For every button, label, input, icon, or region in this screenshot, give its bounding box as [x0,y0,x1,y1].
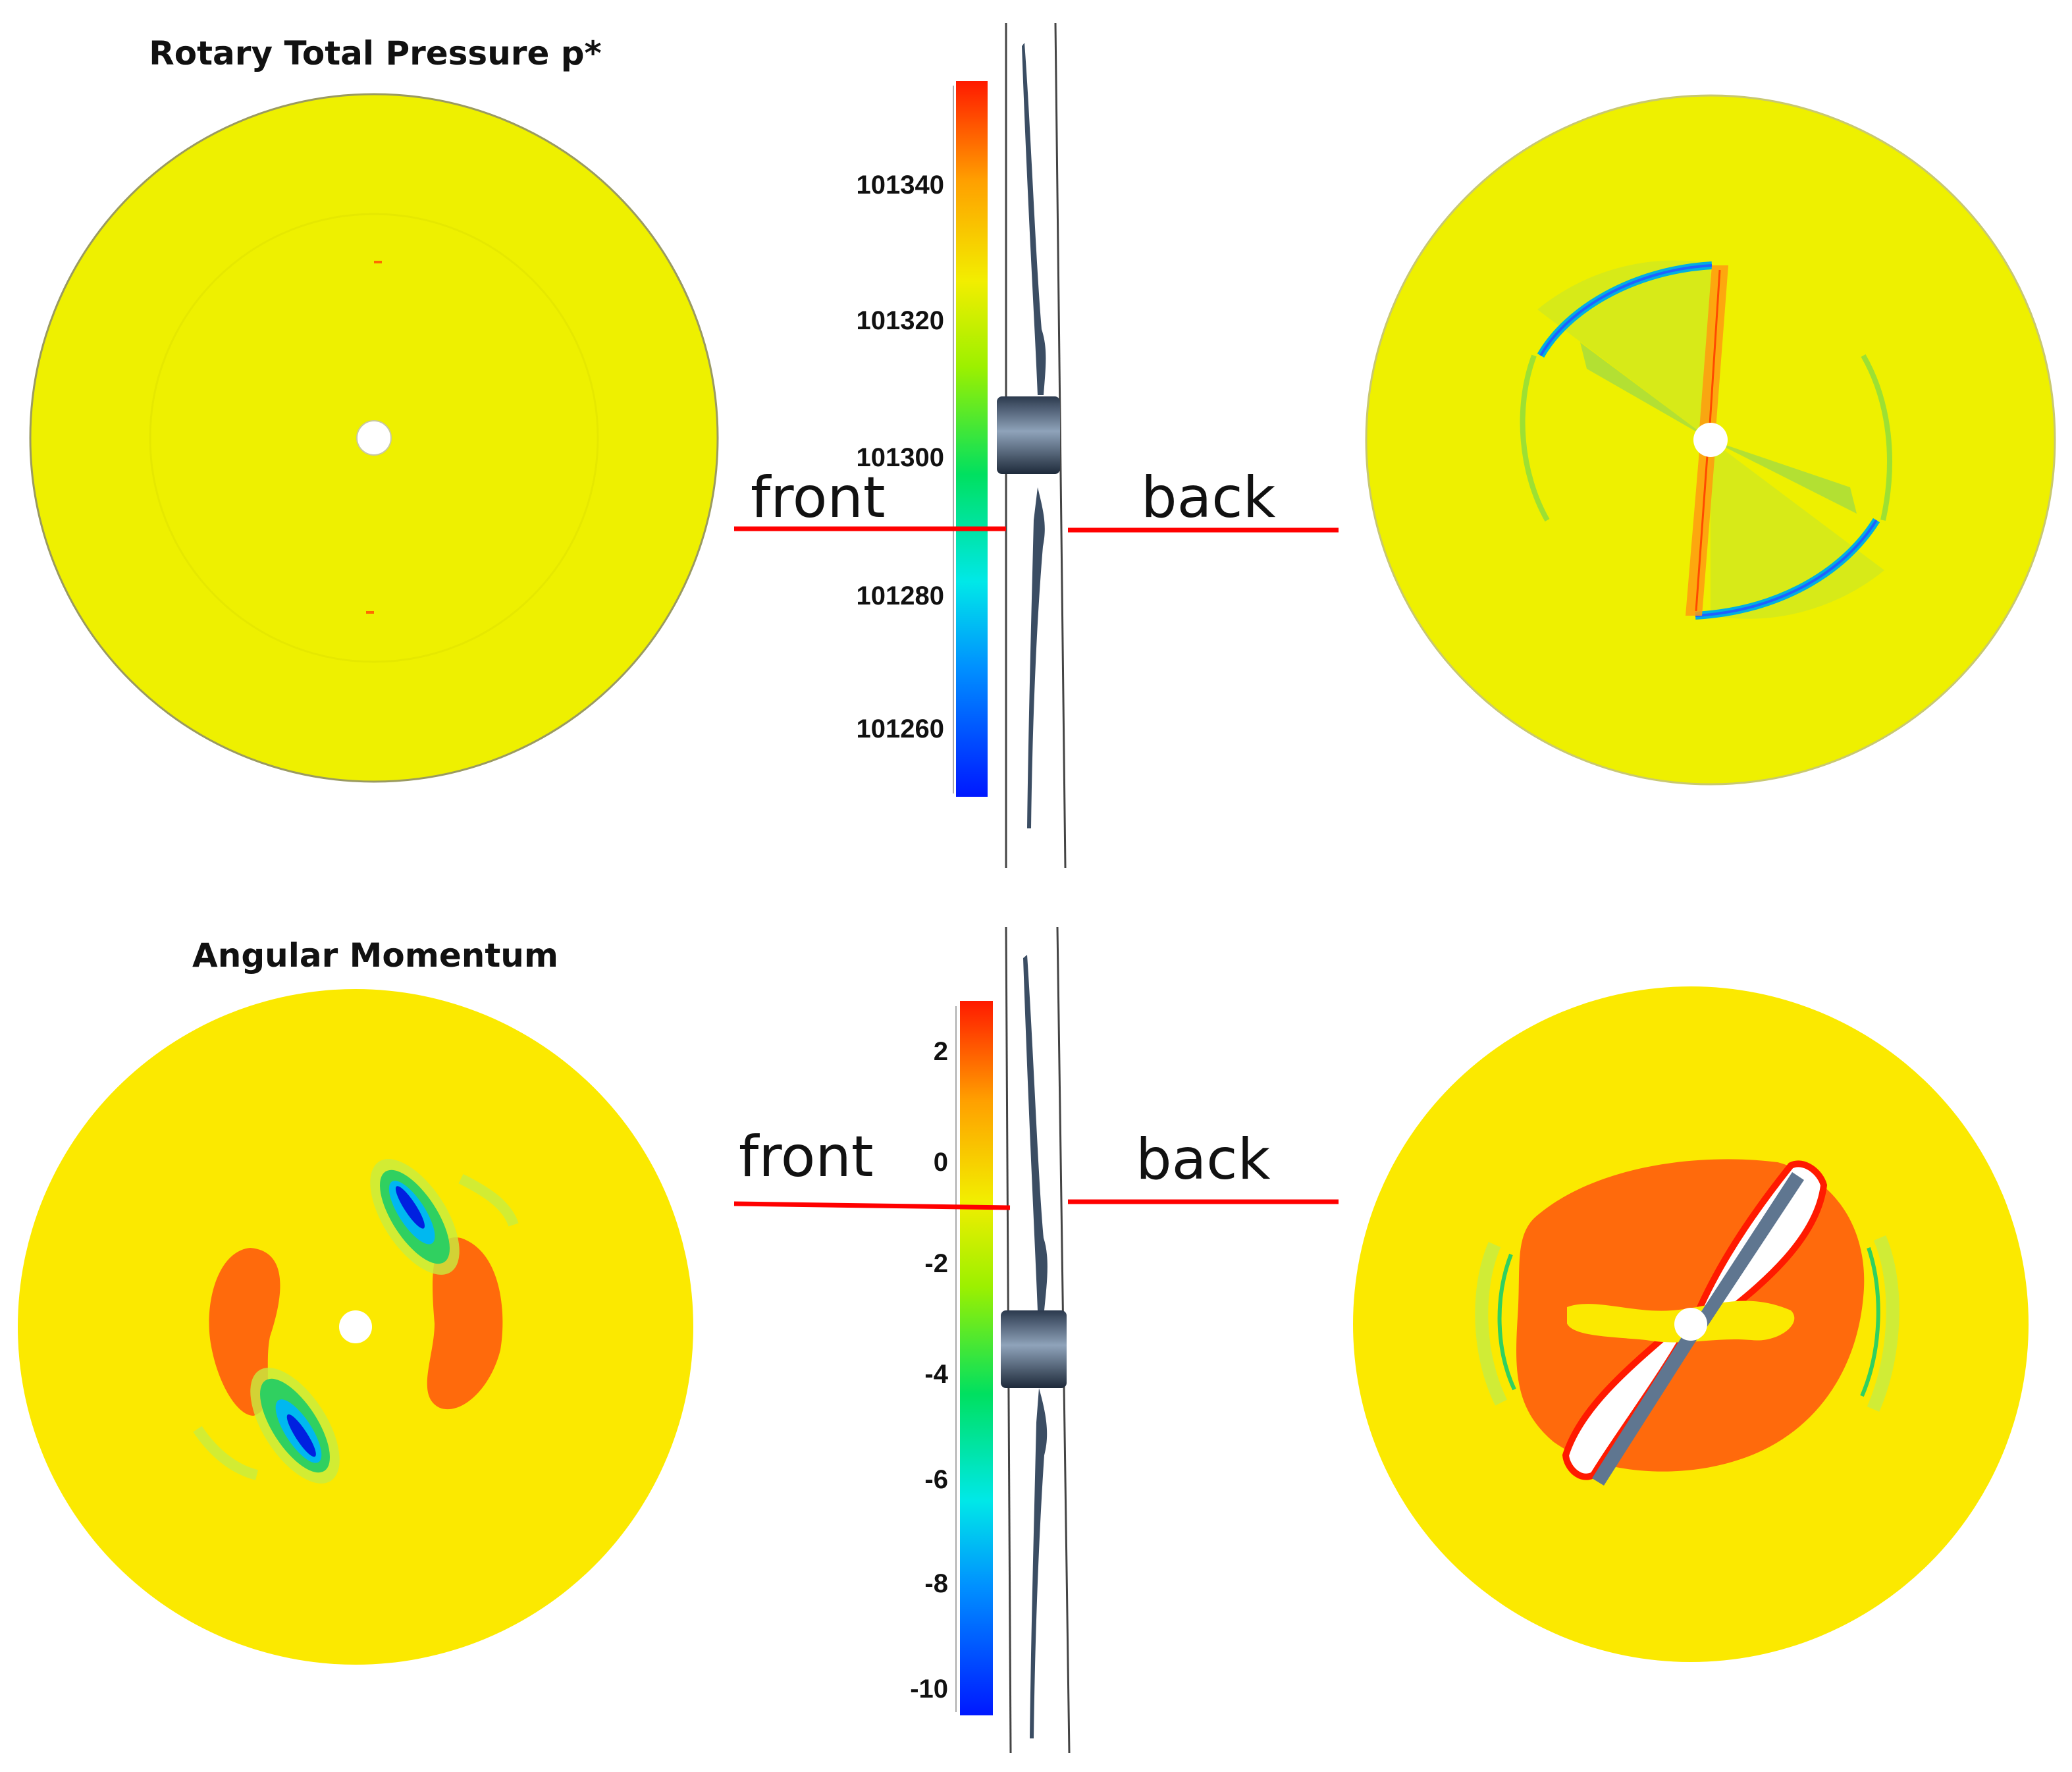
colorbar-tick-label: 101280 [857,581,944,610]
front-label: front [739,1124,874,1190]
colorbar-gradient [956,81,988,797]
colorbar-tick-label: -8 [924,1569,948,1598]
colorbar-tick-label: -4 [924,1360,948,1389]
colorbar-tick-label: -10 [910,1675,948,1704]
pressure-back-disc [1365,94,2056,786]
colorbar-tick-label: 101300 [857,443,944,472]
pressure-front-disc [29,93,719,783]
momentum-lobe [427,1237,503,1410]
propeller-side-view-icon [997,22,1067,869]
momentum-front-disc [18,989,693,1665]
hub-hole [1674,1308,1707,1341]
colorbar-tick-label: 101340 [857,171,944,200]
pressure-panel: Rotary Total Pressure p* 101340 101320 1… [29,22,2056,869]
propeller-side-view-icon [1001,926,1071,1754]
momentum-panel: Angular Momentum [18,926,2029,1754]
colorbar-tick-label: 101260 [857,714,944,743]
colorbar-tick-label: 101320 [857,306,944,335]
momentum-colorbar: 2 0 -2 -4 -6 -8 -10 [910,1001,993,1715]
hub-hole [339,1310,372,1343]
momentum-back-disc [1353,986,2029,1662]
back-label: back [1136,1127,1271,1193]
colorbar-tick-label: 2 [934,1037,948,1066]
colorbar-tick-label: -2 [924,1249,948,1278]
momentum-panel-title: Angular Momentum [192,936,558,975]
colorbar-tick-label: -6 [924,1465,948,1494]
hub-hole [356,420,392,456]
pressure-colorbar: 101340 101320 101300 101280 101260 [857,81,988,797]
cut-plane-line-front [733,1201,1011,1210]
hub-hole [1693,423,1728,457]
colorbar-gradient [960,1001,993,1715]
front-label: front [751,465,886,531]
back-label: back [1141,465,1276,531]
colorbar-tick-label: 0 [934,1148,948,1177]
pressure-panel-title: Rotary Total Pressure p* [149,34,601,72]
